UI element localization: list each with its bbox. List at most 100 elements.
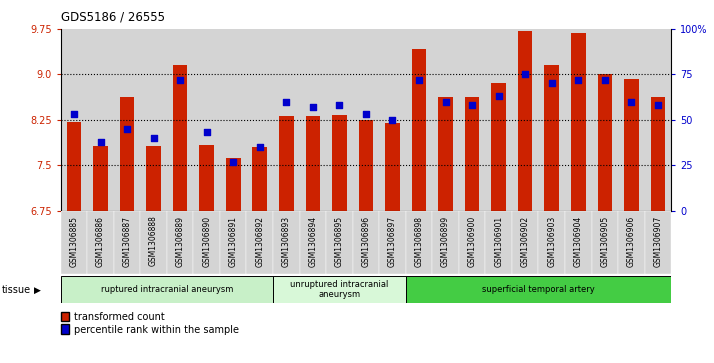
Text: GSM1306905: GSM1306905	[600, 216, 609, 267]
Bar	[300, 29, 326, 211]
Bar	[246, 211, 273, 274]
Bar	[353, 29, 379, 211]
Point	[493, 93, 504, 99]
Bar	[167, 29, 193, 211]
Bar	[624, 79, 638, 211]
Bar	[412, 49, 426, 211]
Bar	[141, 29, 167, 211]
Bar	[565, 211, 591, 274]
Point	[546, 81, 558, 86]
Point	[440, 99, 451, 105]
Text: percentile rank within the sample: percentile rank within the sample	[74, 325, 238, 335]
Bar	[385, 123, 400, 211]
Text: transformed count: transformed count	[74, 312, 164, 322]
Text: GSM1306900: GSM1306900	[468, 216, 476, 267]
Bar	[618, 211, 645, 274]
Point	[148, 135, 159, 141]
Text: GSM1306904: GSM1306904	[574, 216, 583, 267]
Point	[307, 104, 318, 110]
Text: ▶: ▶	[34, 286, 41, 295]
Bar	[114, 29, 141, 211]
Bar	[332, 115, 347, 211]
Bar	[544, 65, 559, 211]
Text: GSM1306906: GSM1306906	[627, 216, 636, 267]
Bar	[141, 211, 167, 274]
Bar	[432, 211, 459, 274]
Bar	[459, 211, 486, 274]
Point	[121, 126, 133, 132]
Text: superficial temporal artery: superficial temporal artery	[482, 285, 595, 294]
Bar	[273, 276, 406, 303]
Bar	[486, 211, 512, 274]
Bar	[353, 211, 379, 274]
Text: GSM1306899: GSM1306899	[441, 216, 450, 267]
Text: GSM1306886: GSM1306886	[96, 216, 105, 266]
Point	[360, 111, 371, 117]
Text: GSM1306907: GSM1306907	[653, 216, 663, 267]
Bar	[120, 97, 134, 211]
Bar	[273, 211, 300, 274]
Bar	[406, 29, 432, 211]
Bar	[538, 29, 565, 211]
Bar	[650, 97, 665, 211]
Bar	[591, 211, 618, 274]
Bar	[146, 146, 161, 211]
Bar	[173, 65, 188, 211]
Bar	[645, 29, 671, 211]
Point	[573, 77, 584, 83]
Bar	[565, 29, 591, 211]
Bar	[598, 74, 612, 211]
Bar	[358, 120, 373, 211]
Bar	[538, 211, 565, 274]
Bar	[61, 29, 87, 211]
Text: GSM1306892: GSM1306892	[256, 216, 264, 266]
Bar	[465, 97, 479, 211]
Text: GSM1306893: GSM1306893	[282, 216, 291, 267]
Bar	[114, 211, 141, 274]
Bar	[61, 276, 273, 303]
Text: GSM1306888: GSM1306888	[149, 216, 158, 266]
Text: GSM1306891: GSM1306891	[228, 216, 238, 266]
Bar	[459, 29, 486, 211]
Bar	[512, 29, 538, 211]
Bar	[199, 145, 214, 211]
Text: GSM1306901: GSM1306901	[494, 216, 503, 267]
Point	[281, 99, 292, 105]
Point	[69, 111, 80, 117]
Bar	[406, 211, 432, 274]
Bar	[591, 29, 618, 211]
Bar	[379, 29, 406, 211]
Point	[652, 102, 663, 108]
Bar	[491, 83, 506, 211]
Bar	[326, 211, 353, 274]
Bar	[486, 29, 512, 211]
Text: tissue: tissue	[1, 285, 31, 295]
Text: GSM1306897: GSM1306897	[388, 216, 397, 267]
Point	[466, 102, 478, 108]
Bar	[61, 211, 87, 274]
Bar	[220, 211, 246, 274]
Text: GSM1306890: GSM1306890	[202, 216, 211, 267]
Bar	[432, 29, 459, 211]
Text: unruptured intracranial
aneurysm: unruptured intracranial aneurysm	[290, 280, 388, 299]
Bar	[66, 122, 81, 211]
Point	[520, 72, 531, 77]
Bar	[167, 211, 193, 274]
Bar	[571, 33, 585, 211]
Point	[333, 102, 345, 108]
Bar	[406, 276, 671, 303]
Bar	[300, 211, 326, 274]
Bar	[253, 147, 267, 211]
Text: ruptured intracranial aneurysm: ruptured intracranial aneurysm	[101, 285, 233, 294]
Text: GSM1306898: GSM1306898	[415, 216, 423, 266]
Text: GDS5186 / 26555: GDS5186 / 26555	[61, 11, 165, 24]
Point	[228, 159, 239, 164]
Bar	[193, 211, 220, 274]
Text: GSM1306895: GSM1306895	[335, 216, 344, 267]
Point	[201, 130, 212, 135]
Point	[599, 77, 610, 83]
Bar	[326, 29, 353, 211]
Bar	[87, 29, 114, 211]
Bar	[220, 29, 246, 211]
Bar	[87, 211, 114, 274]
